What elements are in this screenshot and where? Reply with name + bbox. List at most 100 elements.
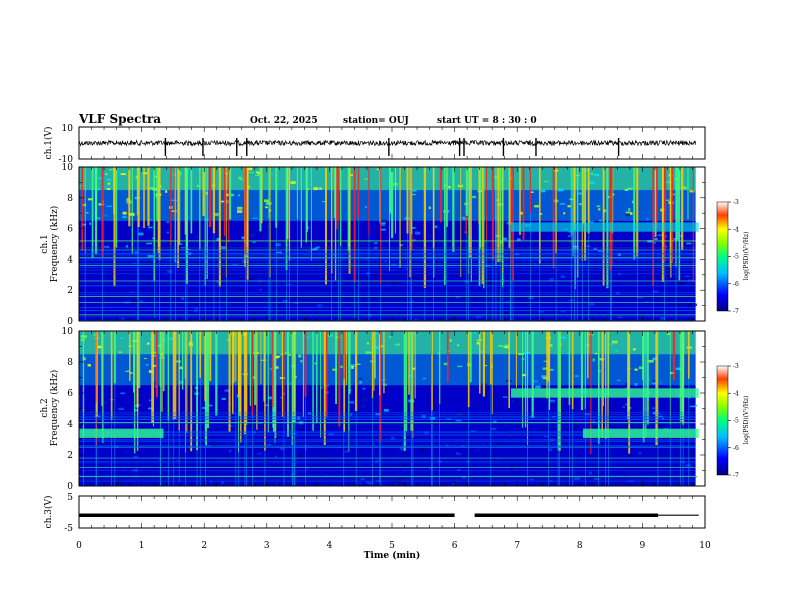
ch2-noise-cell	[693, 404, 697, 407]
ch1-noise-cell	[304, 286, 308, 288]
ch1-noise-cell	[683, 186, 687, 190]
ch1-noise-cell	[446, 319, 452, 321]
ch2-noise-cell	[275, 482, 281, 485]
ch2-noise-cell	[672, 447, 676, 450]
ch2-noise-cell	[511, 399, 515, 403]
ch2-noise-cell	[449, 339, 452, 342]
ch2-noise-cell	[503, 346, 509, 348]
ch1-noise-cell	[678, 235, 684, 237]
ch2-noise-cell	[687, 452, 692, 454]
ch2-noise-cell	[351, 365, 354, 369]
ch1-noise-cell	[625, 262, 629, 266]
ch1-noise-cell	[161, 188, 166, 190]
ch1-noise-cell	[266, 225, 270, 228]
ch1-noise-cell	[687, 279, 694, 282]
ch2-noise-cell	[632, 348, 636, 351]
ch1-noise-cell	[384, 260, 387, 263]
ch2-noise-cell	[268, 396, 274, 400]
ch1-noise-cell	[578, 192, 583, 195]
ch2-noise-cell	[149, 337, 153, 341]
ch2-noise-cell	[279, 447, 285, 450]
ch2-noise-cell	[134, 408, 139, 412]
ch2-noise-cell	[634, 383, 638, 386]
ch2-noise-cell	[484, 364, 488, 367]
ch2-noise-cell	[224, 389, 230, 392]
ch1-noise-cell	[528, 232, 534, 234]
ch1-noise-cell	[138, 232, 144, 236]
ch2-noise-cell	[689, 405, 696, 408]
ch2-noise-cell	[153, 355, 157, 357]
ch2-noise-cell	[639, 410, 642, 414]
ch1-noise-cell	[414, 231, 421, 235]
ch1-noise-cell	[194, 308, 199, 310]
ch1-noise-cell	[120, 173, 127, 176]
ch2-noise-cell	[396, 467, 400, 470]
ch2-noise-cell	[350, 413, 353, 416]
ch1-noise-cell	[319, 187, 323, 190]
ch1-noise-cell	[240, 289, 245, 292]
ch2-noise-cell	[362, 387, 366, 390]
ch1-noise-cell	[142, 277, 146, 281]
ch1-noise-cell	[317, 304, 323, 307]
time-axis-label: Time (min)	[364, 550, 421, 561]
ch2-noise-cell	[360, 478, 365, 481]
ch1-noise-cell	[379, 222, 386, 224]
ch1-noise-cell	[312, 248, 316, 251]
ch2-noise-cell	[593, 478, 600, 481]
ch2-noise-cell	[161, 385, 164, 389]
ch2-noise-cell	[358, 482, 362, 484]
ch1-hiss-band	[510, 222, 699, 232]
ch1-noise-cell	[593, 173, 600, 177]
ch1-noise-cell	[665, 267, 670, 270]
ch1-noise-cell	[468, 260, 472, 263]
ch1-noise-cell	[236, 210, 243, 213]
x-tick-label: 10	[699, 541, 711, 551]
ch2-noise-cell	[201, 412, 206, 416]
ch1-noise-cell	[402, 274, 406, 277]
ch1-noise-cell	[276, 251, 283, 254]
ch2-noise-cell	[142, 464, 145, 467]
ch1-noise-cell	[306, 226, 310, 229]
ch1-noise-cell	[625, 214, 630, 217]
ch1-noise-cell	[106, 188, 111, 190]
ch1-noise-cell	[428, 206, 431, 209]
ch1-noise-cell	[107, 182, 111, 185]
ch1-ytick-label: 4	[67, 255, 73, 265]
ch2-noise-cell	[166, 453, 170, 456]
ch2-noise-cell	[625, 403, 629, 406]
ch2-noise-cell	[270, 368, 273, 370]
ch1-noise-cell	[351, 225, 354, 228]
ch1-noise-cell	[585, 241, 588, 243]
ch1-noise-cell	[364, 206, 368, 208]
ch2-noise-cell	[625, 382, 628, 386]
ch1-noise-cell	[534, 204, 539, 208]
ch2-noise-cell	[274, 366, 279, 369]
ch2-band-segment	[79, 428, 164, 438]
ch1-noise-cell	[412, 189, 417, 192]
ch1-noise-cell	[196, 185, 200, 187]
ch2-noise-cell	[660, 381, 663, 384]
ch1-noise-cell	[226, 200, 229, 203]
ch2-noise-cell	[634, 368, 638, 371]
ch1-spectrogram-image	[79, 167, 705, 321]
ch1-noise-cell	[598, 208, 601, 211]
ch1-ytick-label: 10	[62, 163, 74, 173]
date-label: Oct. 22, 2025	[250, 116, 318, 126]
ch1-noise-cell	[475, 298, 479, 301]
ch1-noise-cell	[541, 189, 546, 193]
ch1-noise-cell	[604, 266, 608, 270]
ch1-noise-cell	[599, 291, 603, 293]
ch2-noise-cell	[489, 458, 495, 460]
ch2-noise-cell	[661, 417, 664, 420]
ch2-noise-cell	[445, 444, 449, 448]
ch2-noise-cell	[338, 437, 341, 439]
ch2-noise-cell	[280, 353, 284, 356]
ch1-noise-cell	[693, 303, 698, 306]
ch1-noise-cell	[104, 245, 110, 249]
ch2-noise-cell	[496, 442, 503, 445]
ch2-ytick-label: 4	[67, 420, 73, 430]
ch1-ytick-bottom: -10	[59, 155, 74, 165]
ch1-colorbar-tick-label: -7	[733, 308, 739, 315]
ch1-noise-cell	[278, 304, 281, 308]
ch2-noise-cell	[388, 336, 392, 338]
